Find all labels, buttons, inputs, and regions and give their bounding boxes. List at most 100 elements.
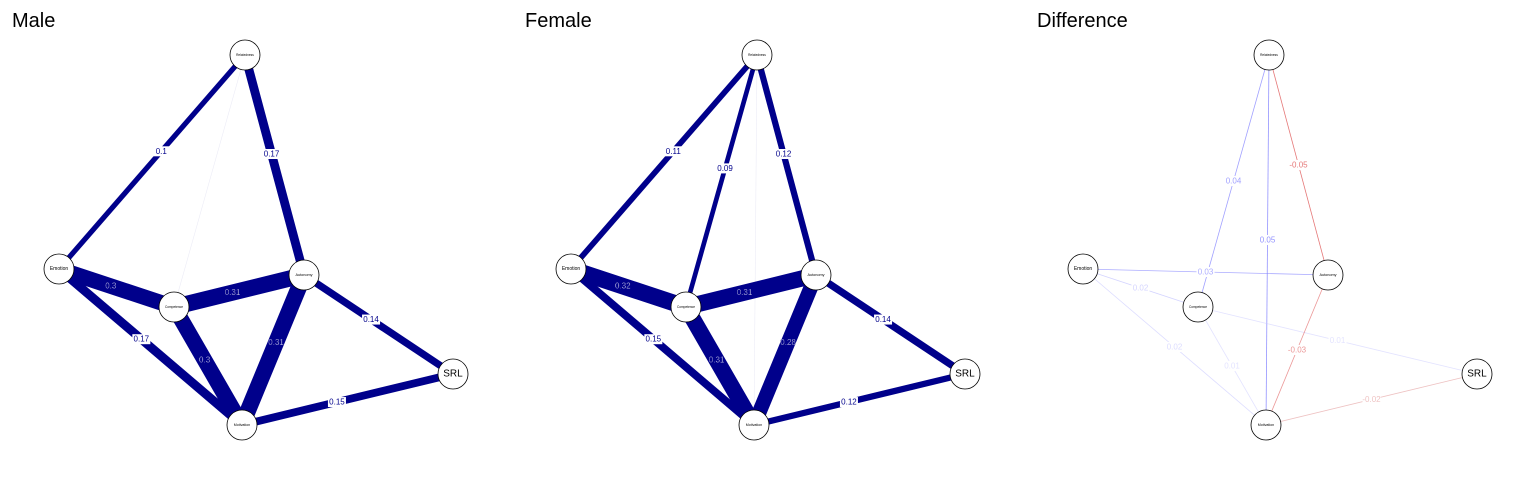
edge-label-bg (1328, 335, 1347, 346)
edge-label-bg (1258, 235, 1277, 245)
edge-label-bg (362, 314, 381, 325)
edge-label-bg (262, 149, 281, 159)
edge-label-bg (1223, 361, 1241, 371)
node-emotion: Emotion (555, 253, 587, 285)
node-motivation: Motivation (226, 409, 258, 441)
node-srl: SRL (1461, 358, 1493, 390)
node-label: Autonomy (807, 273, 824, 277)
node-competence: Competence (1182, 291, 1214, 323)
edge-motivation-srl (753, 370, 966, 429)
edge-autonomy-motivation (747, 272, 823, 428)
edge-label-bg (1165, 342, 1184, 352)
edge-label-layer: 0.11 0.09 0.12 0.32 0.15 0.31 0.31 0.28 0.14 0.12 (615, 146, 893, 408)
edge-relatedness-competence (683, 54, 760, 308)
edge-weight-label: -0.03 (1288, 346, 1307, 355)
node-label: Relatedness (236, 53, 254, 57)
edge-weight-label: 0.09 (717, 164, 733, 173)
node-circle (670, 291, 702, 323)
node-circle (288, 259, 320, 291)
node-srl: SRL (437, 358, 469, 390)
edge-weight-label: 0.3 (105, 282, 117, 291)
node-competence: Competence (670, 291, 702, 323)
panel-title-female: Female (525, 10, 592, 32)
edge-weight-label: 0.12 (776, 150, 792, 159)
edge-relatedness-emotion (57, 53, 247, 271)
node-label: Autonomy (1319, 273, 1336, 277)
node-label: Motivation (746, 423, 762, 427)
edge-label-bg (644, 334, 663, 345)
edge-relatedness-autonomy (753, 54, 820, 276)
edge-competence-autonomy (684, 267, 818, 315)
edge-weight-label: 0.14 (875, 315, 891, 324)
edge-label-bg (1362, 394, 1381, 405)
edge-label-bg (327, 397, 346, 408)
edge-competence-motivation (167, 303, 249, 429)
node-emotion: Emotion (1067, 253, 1099, 285)
node-circle (949, 358, 981, 390)
node-label: Emotion (50, 266, 69, 272)
panel-male-network: 0.1 0.17 0.3 0.17 0.31 0.3 0.31 0.14 0.15 Related… (43, 39, 469, 441)
edge-relatedness-motivation (753, 54, 758, 426)
edge-weight-label: 0.05 (1260, 236, 1276, 245)
node-relatedness: Relatedness (1253, 39, 1285, 71)
edge-label-bg (839, 397, 858, 408)
edge-weight-label: 0.31 (737, 288, 753, 297)
node-relatedness: Relatedness (741, 39, 773, 71)
edge-weight-label: 0.31 (709, 356, 725, 365)
node-circle (229, 39, 261, 71)
node-circle (1461, 358, 1493, 390)
edge-weight-label: 0.02 (1167, 343, 1183, 352)
edge-weight-label: 0.17 (264, 150, 280, 159)
edge-label-bg (1288, 345, 1306, 355)
edge-weight-label: 0.31 (225, 288, 241, 297)
node-circle (555, 253, 587, 285)
edge-weight-label: 0.01 (1224, 362, 1240, 371)
edge-label-layer: 0.04 -0.05 0.05 0.03 0.02 0.02 0.01 0.01 -0.03 -0… (1131, 160, 1381, 405)
edge-weight-label: 0.12 (841, 398, 857, 407)
node-circle (1067, 253, 1099, 285)
node-circle (437, 358, 469, 390)
node-circle (1312, 259, 1344, 291)
edge-competence-autonomy (172, 267, 306, 315)
edge-autonomy-motivation (234, 271, 312, 429)
node-autonomy: Autonomy (1312, 259, 1344, 291)
node-competence: Competence (158, 291, 190, 323)
edge-competence-motivation (679, 302, 761, 430)
node-label: SRL (1467, 369, 1487, 380)
edge-emotion-motivation (56, 265, 245, 429)
node-circle (1250, 409, 1282, 441)
edge-weight-label: 0.1 (156, 147, 168, 156)
edge-label-bg (1131, 283, 1150, 293)
node-circle (1253, 39, 1285, 71)
node-circle (738, 409, 770, 441)
edge-label-bg (664, 146, 683, 157)
edge-weight-label: 0.15 (329, 398, 345, 407)
edge-relatedness-competence (173, 54, 246, 308)
node-label: Emotion (1074, 266, 1093, 272)
edge-label-bg (1196, 267, 1215, 277)
edge-weight-label: 0.11 (666, 147, 682, 156)
edge-weight-label: 0.17 (134, 335, 150, 344)
edge-weight-label: 0.3 (199, 356, 211, 365)
edge-weight-label: 0.15 (646, 335, 662, 344)
node-label: Autonomy (295, 273, 312, 277)
node-motivation: Motivation (738, 409, 770, 441)
node-autonomy: Autonomy (800, 259, 832, 291)
edge-weight-label: 0.01 (1330, 336, 1346, 345)
edge-weight-label: 0.28 (780, 338, 796, 347)
panel-difference-network: 0.04 -0.05 0.05 0.03 0.02 0.02 0.01 0.01 -0.03 -0… (1067, 39, 1493, 441)
edge-label-bg (774, 149, 793, 159)
panel-title-male: Male (12, 10, 55, 32)
node-label: SRL (443, 369, 463, 380)
node-label: Competence (165, 305, 183, 309)
edge-layer (1082, 54, 1478, 426)
node-circle (741, 39, 773, 71)
node-srl: SRL (949, 358, 981, 390)
node-label: SRL (955, 369, 975, 380)
edge-label-layer: 0.1 0.17 0.3 0.17 0.31 0.3 0.31 0.14 0.15 (105, 146, 381, 408)
edge-label-bg (874, 314, 893, 325)
node-circle (43, 253, 75, 285)
edge-layer (56, 53, 456, 429)
edge-weight-label: 0.32 (615, 282, 631, 291)
